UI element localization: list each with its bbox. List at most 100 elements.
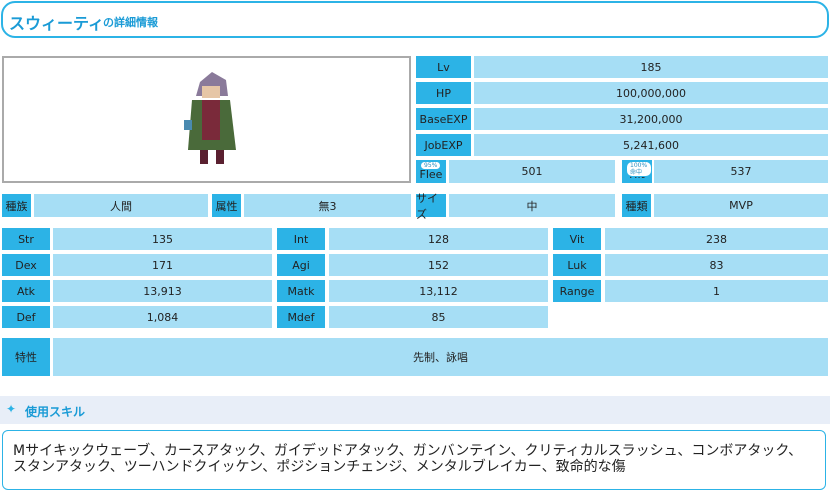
- info-value-text: 185: [640, 60, 662, 74]
- stat-value: 13,913: [53, 280, 272, 302]
- info-label-text: BaseEXP: [419, 112, 468, 126]
- hit-value: 537: [654, 160, 828, 183]
- stat-label: Dex: [2, 254, 50, 276]
- stat-label-text: Vit: [569, 232, 585, 246]
- attribute-value-text: 人間: [110, 199, 132, 213]
- info-label-text: JobEXP: [424, 138, 463, 152]
- flee-label-text: Flee: [419, 168, 443, 181]
- stat-value-text: 85: [431, 310, 446, 324]
- stat-value-text: 171: [152, 258, 173, 272]
- stat-value: 83: [605, 254, 828, 276]
- info-value: 31,200,000: [474, 108, 828, 130]
- flee-badge: 95%: [420, 161, 442, 170]
- attribute-label: サイズ: [416, 192, 446, 221]
- info-label: Lv: [416, 56, 471, 78]
- stat-label-text: Range: [559, 284, 595, 298]
- stat-label-text: Int: [293, 232, 309, 246]
- subtitle: の詳細情報: [103, 16, 158, 29]
- flee-label: Flee 95%: [416, 160, 446, 183]
- attribute-label-text: サイズ: [416, 191, 438, 221]
- stat-value-text: 1,084: [146, 310, 179, 324]
- flee-value: 501: [449, 160, 615, 183]
- hit-value-text: 537: [730, 165, 752, 178]
- stat-label: Mdef: [277, 306, 325, 328]
- stat-value-text: 152: [428, 258, 449, 272]
- stat-value: 128: [329, 228, 548, 250]
- stat-label: Matk: [277, 280, 325, 302]
- attribute-value-text: MVP: [729, 199, 753, 212]
- info-value: 185: [474, 56, 828, 78]
- monster-image: [2, 56, 411, 183]
- stat-value: 152: [329, 254, 548, 276]
- sparkle-icon: ✦: [6, 402, 17, 416]
- info-value-text: 31,200,000: [619, 112, 683, 126]
- stat-label-text: Dex: [15, 258, 37, 272]
- hit-label: Hit100%命中: [622, 160, 652, 183]
- stat-label: Def: [2, 306, 50, 328]
- attribute-label: 種族: [2, 194, 31, 217]
- stat-value: 135: [53, 228, 272, 250]
- stat-value: 238: [605, 228, 828, 250]
- stat-label: Range: [553, 280, 601, 302]
- skills-title: 使用スキル: [25, 405, 86, 419]
- hit-badge: 100%命中: [626, 161, 652, 177]
- stat-label-text: Matk: [287, 284, 315, 298]
- trait-value: 先制、詠唱: [53, 338, 828, 376]
- info-label: BaseEXP: [416, 108, 471, 130]
- skills-text: Mサイキックウェーブ、カースアタック、ガイデッドアタック、ガンバンテイン、クリテ…: [13, 443, 803, 475]
- trait-label-text: 特性: [15, 351, 37, 364]
- stat-value-text: 135: [152, 232, 173, 246]
- skills-box: Mサイキックウェーブ、カースアタック、ガイデッドアタック、ガンバンテイン、クリテ…: [2, 430, 826, 490]
- stat-value: 1: [605, 280, 828, 302]
- attribute-label-text: 種族: [5, 199, 28, 213]
- stat-label-text: Atk: [16, 284, 35, 298]
- stat-label: Int: [277, 228, 325, 250]
- trait-value-text: 先制、詠唱: [413, 351, 468, 364]
- stat-value-text: 83: [709, 258, 724, 272]
- flee-value-text: 501: [521, 165, 543, 178]
- attribute-label-text: 種類: [625, 199, 648, 213]
- info-label: JobEXP: [416, 134, 471, 156]
- attribute-value: 人間: [34, 194, 208, 217]
- stat-value: 13,112: [329, 280, 548, 302]
- stat-value-text: 13,112: [419, 284, 458, 298]
- trait-label: 特性: [2, 338, 50, 376]
- info-value-text: 5,241,600: [623, 138, 679, 152]
- info-label-text: HP: [436, 86, 451, 100]
- stat-label: Luk: [553, 254, 601, 276]
- stat-label: Atk: [2, 280, 50, 302]
- sprite: [184, 72, 236, 164]
- title: スウィーティ: [9, 14, 105, 33]
- info-label-text: Lv: [437, 60, 450, 74]
- attribute-value: 中: [449, 194, 615, 217]
- skills-heading: ✦ 使用スキル: [0, 396, 830, 424]
- stat-value: 171: [53, 254, 272, 276]
- stat-value-text: 13,913: [143, 284, 182, 298]
- stat-label-text: Agi: [292, 258, 310, 272]
- stat-label: Vit: [553, 228, 601, 250]
- stat-label-text: Def: [16, 310, 36, 324]
- stat-value: 1,084: [53, 306, 272, 328]
- stat-label-text: Luk: [567, 258, 587, 272]
- info-value: 100,000,000: [474, 82, 828, 104]
- attribute-value-text: 無3: [318, 199, 337, 213]
- info-value-text: 100,000,000: [616, 86, 686, 100]
- attribute-value: 無3: [244, 194, 411, 217]
- info-value: 5,241,600: [474, 134, 828, 156]
- attribute-label-text: 属性: [215, 199, 238, 213]
- stat-label: Str: [2, 228, 50, 250]
- stat-label-text: Mdef: [287, 310, 315, 324]
- attribute-label: 種類: [622, 194, 651, 217]
- stat-label-text: Str: [18, 232, 34, 246]
- info-label: HP: [416, 82, 471, 104]
- stat-value-text: 128: [428, 232, 449, 246]
- header: スウィーティ の詳細情報: [1, 1, 829, 38]
- stat-value-text: 238: [706, 232, 727, 246]
- stat-value-text: 1: [713, 284, 720, 298]
- attribute-value: MVP: [654, 194, 828, 217]
- attribute-label: 属性: [212, 194, 241, 217]
- stat-value: 85: [329, 306, 548, 328]
- stat-label: Agi: [277, 254, 325, 276]
- attribute-value-text: 中: [526, 199, 538, 213]
